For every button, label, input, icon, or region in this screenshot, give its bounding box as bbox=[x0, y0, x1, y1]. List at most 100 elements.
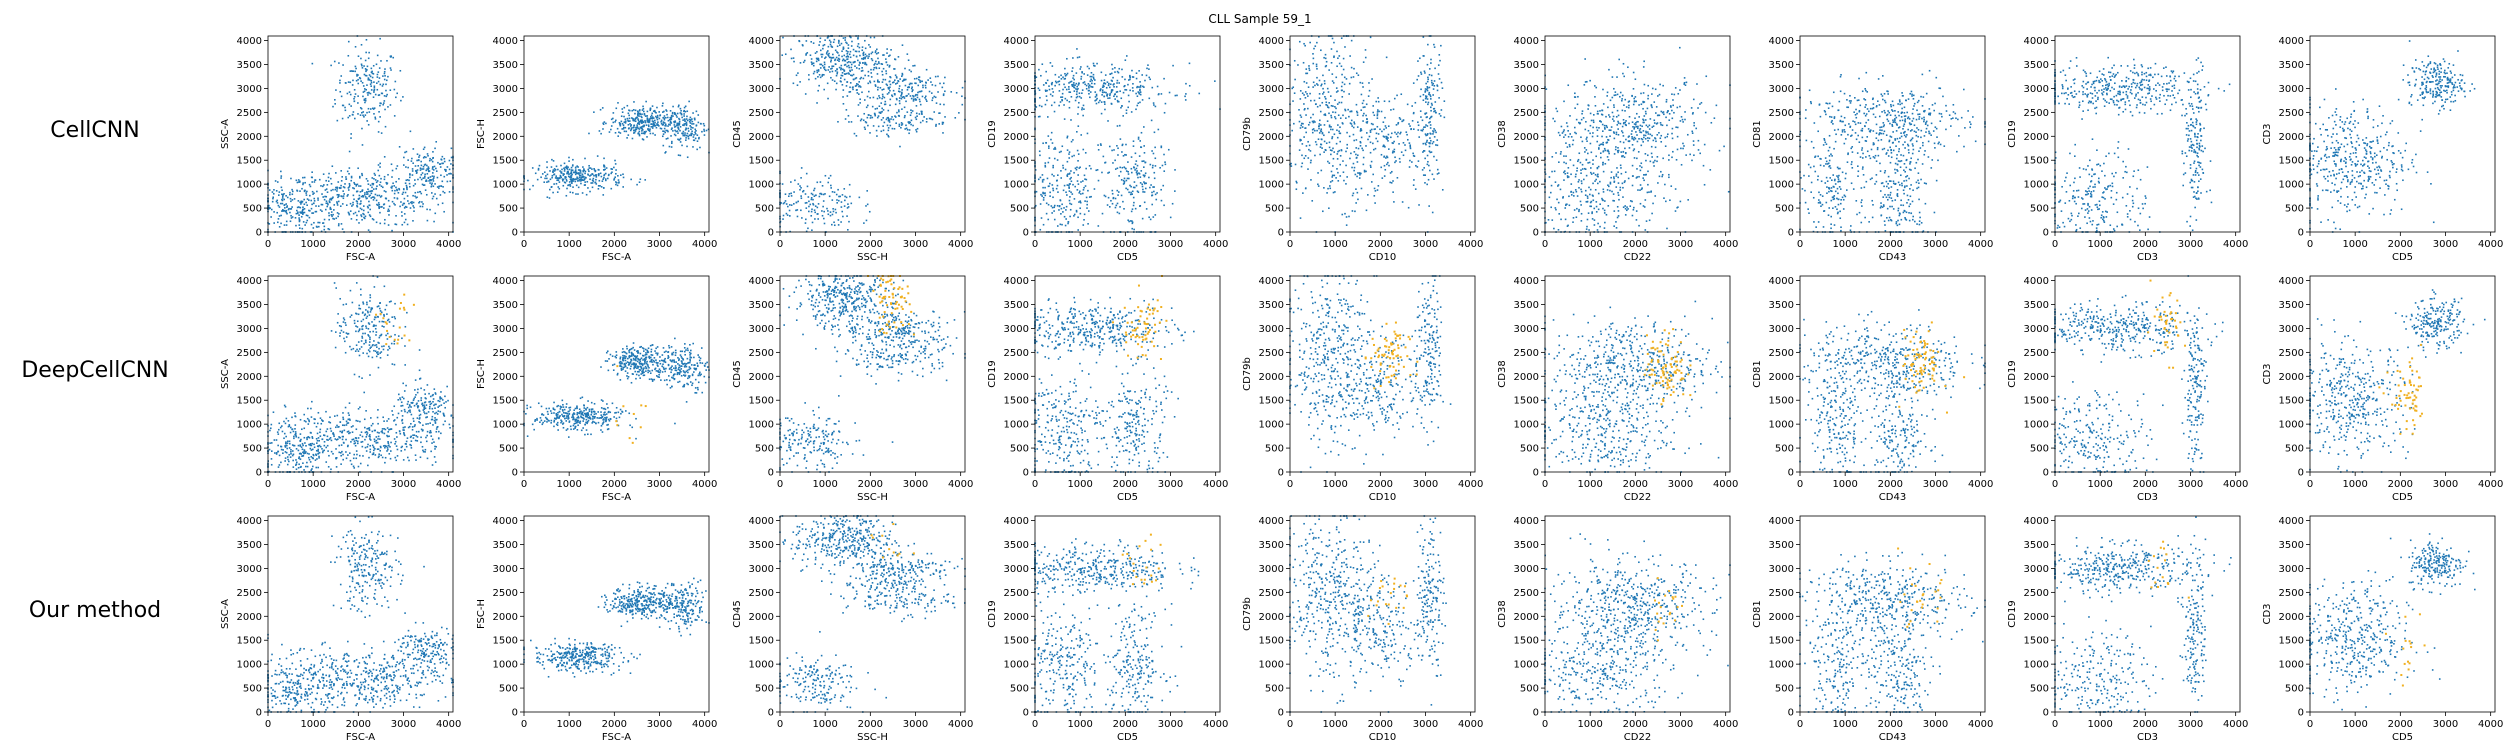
data-point bbox=[638, 115, 640, 117]
data-point bbox=[613, 179, 615, 181]
data-point bbox=[1332, 136, 1334, 138]
data-point bbox=[349, 91, 351, 93]
data-point bbox=[566, 195, 568, 197]
data-point bbox=[1061, 224, 1063, 226]
data-point bbox=[353, 111, 355, 113]
data-point bbox=[377, 89, 379, 91]
data-point bbox=[1321, 102, 1323, 104]
data-point bbox=[790, 49, 792, 51]
data-point bbox=[387, 76, 389, 78]
data-point bbox=[639, 110, 641, 112]
data-point bbox=[1070, 170, 1072, 172]
data-point bbox=[1352, 210, 1354, 212]
data-point bbox=[1114, 160, 1116, 162]
data-point bbox=[373, 96, 375, 98]
data-point bbox=[628, 134, 630, 136]
data-point bbox=[1109, 93, 1111, 95]
y-tick-label: 0 bbox=[768, 228, 774, 239]
data-point bbox=[1701, 102, 1703, 104]
data-point bbox=[620, 174, 622, 176]
data-point bbox=[823, 89, 825, 91]
data-point bbox=[1608, 159, 1610, 161]
data-point bbox=[1598, 193, 1600, 195]
data-point bbox=[446, 174, 448, 176]
data-point bbox=[1071, 96, 1073, 98]
data-point bbox=[1398, 143, 1400, 145]
data-point bbox=[603, 187, 605, 189]
axes-frame bbox=[1290, 36, 1475, 232]
data-point bbox=[811, 197, 813, 199]
data-point bbox=[1119, 125, 1121, 127]
data-point bbox=[865, 54, 867, 56]
data-point bbox=[1077, 150, 1079, 152]
data-point bbox=[1375, 190, 1377, 192]
data-point bbox=[370, 85, 372, 87]
data-point bbox=[295, 225, 297, 227]
data-point bbox=[1335, 77, 1337, 79]
data-point bbox=[811, 58, 813, 60]
data-point bbox=[1332, 175, 1334, 177]
data-point bbox=[587, 187, 589, 189]
data-point bbox=[386, 183, 388, 185]
data-point bbox=[1320, 128, 1322, 130]
data-point bbox=[878, 63, 880, 65]
data-point bbox=[370, 83, 372, 85]
data-point bbox=[1425, 90, 1427, 92]
data-point bbox=[851, 64, 853, 66]
data-point bbox=[328, 173, 330, 175]
data-point bbox=[374, 173, 376, 175]
data-point bbox=[349, 104, 351, 106]
data-point bbox=[817, 90, 819, 92]
data-point bbox=[347, 93, 349, 95]
data-point bbox=[625, 127, 627, 129]
data-point bbox=[840, 80, 842, 82]
data-point bbox=[369, 79, 371, 81]
data-point bbox=[847, 51, 849, 53]
data-point bbox=[1089, 80, 1091, 82]
data-point bbox=[357, 167, 359, 169]
data-point bbox=[1402, 201, 1404, 203]
data-point bbox=[1427, 155, 1429, 157]
data-point bbox=[1615, 91, 1617, 93]
data-point bbox=[1076, 86, 1078, 88]
data-point bbox=[843, 55, 845, 57]
data-point bbox=[1575, 133, 1577, 135]
data-point bbox=[843, 46, 845, 48]
data-point bbox=[655, 116, 657, 118]
data-point bbox=[1086, 179, 1088, 181]
data-point bbox=[1156, 192, 1158, 194]
data-point bbox=[588, 133, 590, 135]
data-point bbox=[911, 120, 913, 122]
data-point bbox=[1131, 193, 1133, 195]
data-point bbox=[1091, 76, 1093, 78]
data-point bbox=[842, 84, 844, 86]
data-point bbox=[350, 180, 352, 182]
data-point bbox=[280, 175, 282, 177]
data-point bbox=[608, 174, 610, 176]
data-point bbox=[931, 100, 933, 102]
data-point bbox=[1632, 165, 1634, 167]
data-point bbox=[1310, 100, 1312, 102]
data-point bbox=[849, 54, 851, 56]
data-point bbox=[633, 120, 635, 122]
data-point bbox=[1362, 150, 1364, 152]
data-point bbox=[1362, 115, 1364, 117]
data-point bbox=[1586, 140, 1588, 142]
data-point bbox=[662, 103, 664, 105]
data-point bbox=[1172, 65, 1174, 67]
data-point bbox=[849, 70, 851, 72]
data-point bbox=[825, 175, 827, 177]
data-point bbox=[1117, 203, 1119, 205]
data-point bbox=[1334, 106, 1336, 108]
data-point bbox=[444, 192, 446, 194]
data-point bbox=[1143, 160, 1145, 162]
data-points bbox=[779, 35, 966, 233]
data-point bbox=[373, 65, 375, 67]
data-point bbox=[850, 56, 852, 58]
data-point bbox=[373, 196, 375, 198]
data-point bbox=[355, 212, 357, 214]
data-point bbox=[832, 71, 834, 73]
data-point bbox=[1052, 196, 1054, 198]
data-point bbox=[426, 180, 428, 182]
data-point bbox=[876, 49, 878, 51]
